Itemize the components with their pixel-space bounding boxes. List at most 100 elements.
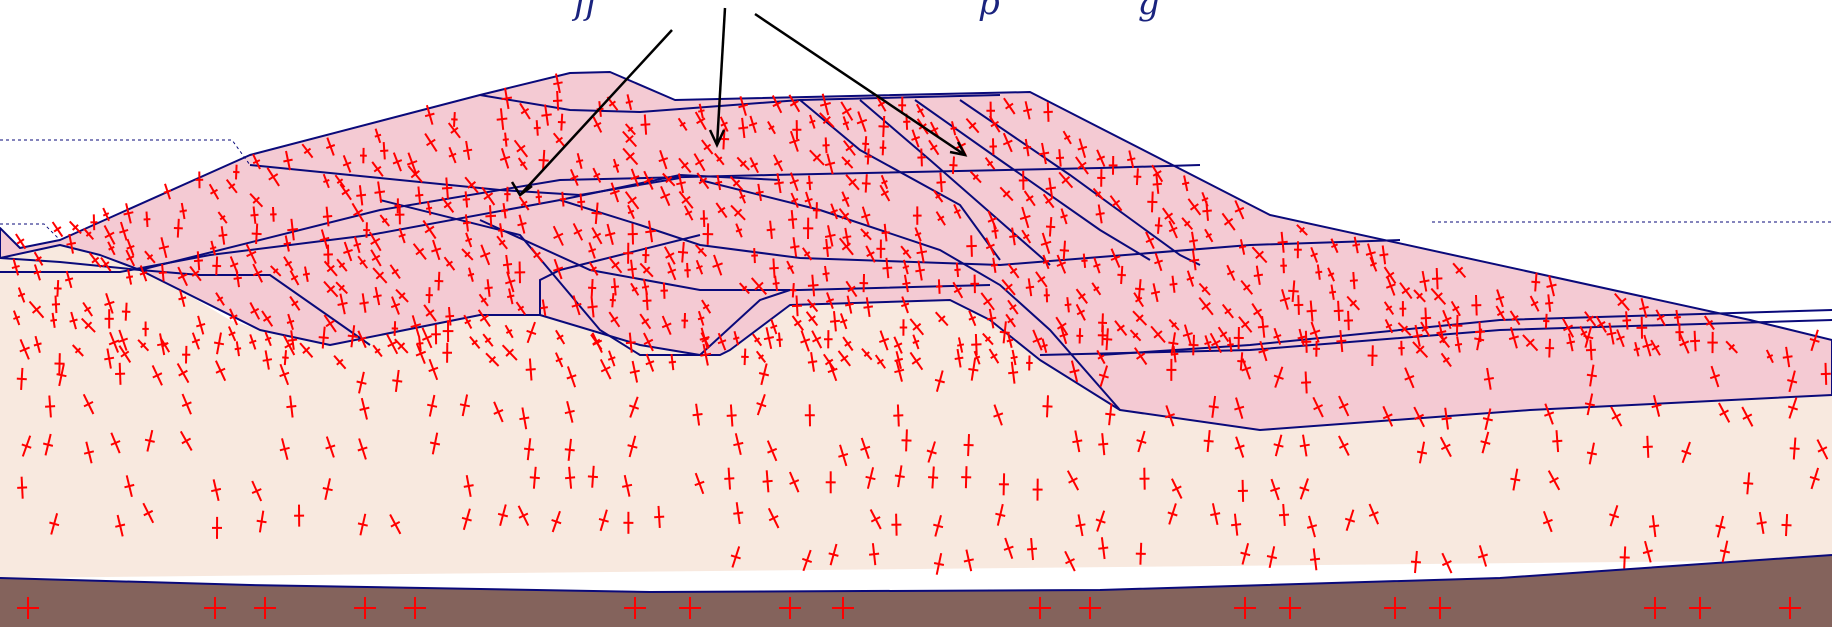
stress-marker	[882, 266, 893, 270]
stress-marker	[894, 474, 905, 478]
stress-marker	[772, 282, 780, 285]
stress-marker	[85, 231, 92, 237]
stress-marker	[1056, 322, 1067, 330]
stress-marker	[1338, 442, 1349, 449]
stress-marker	[1441, 417, 1452, 421]
stress-marker	[1530, 300, 1539, 307]
stress-marker	[1369, 262, 1377, 267]
stress-marker	[661, 322, 672, 329]
stress-marker	[31, 305, 42, 314]
stress-marker	[1095, 212, 1105, 216]
stress-marker	[845, 302, 854, 307]
stress-marker	[1368, 511, 1379, 517]
stress-marker	[462, 221, 472, 225]
stress-marker	[343, 248, 353, 254]
stress-marker	[954, 356, 964, 360]
stress-marker	[990, 263, 998, 267]
stress-marker	[870, 516, 881, 523]
stress-marker	[431, 247, 442, 253]
stress-marker	[1583, 334, 1594, 340]
stress-marker	[755, 190, 764, 194]
stress-marker	[985, 243, 995, 250]
stress-marker	[1240, 320, 1250, 329]
stress-marker	[1145, 237, 1155, 244]
stress-marker	[1208, 405, 1219, 409]
stress-marker	[1336, 339, 1347, 343]
stress-marker	[371, 254, 381, 261]
stress-marker	[1045, 225, 1056, 229]
stress-marker	[643, 177, 654, 184]
stress-marker	[790, 197, 799, 203]
stress-marker	[410, 323, 422, 329]
stress-marker	[229, 314, 238, 320]
stress-marker	[839, 318, 848, 324]
stress-marker	[318, 336, 329, 339]
stress-marker	[1414, 413, 1425, 421]
stress-marker	[726, 414, 737, 417]
stress-marker	[571, 302, 582, 308]
stress-marker	[45, 405, 56, 408]
stress-marker	[209, 246, 217, 250]
stress-marker	[139, 271, 148, 276]
stress-marker	[538, 159, 549, 162]
stress-marker	[246, 250, 257, 258]
stress-marker	[990, 120, 1000, 128]
stress-marker	[641, 285, 650, 289]
stress-marker	[791, 304, 803, 308]
arrow-middle	[715, 7, 727, 146]
stress-marker	[588, 248, 597, 253]
internal-zone-boundaries	[0, 94, 1832, 411]
stress-marker	[735, 228, 743, 233]
stress-marker	[1651, 344, 1660, 351]
stress-marker	[1136, 439, 1147, 444]
stress-marker	[264, 336, 272, 342]
stress-marker	[501, 96, 513, 101]
stress-marker	[356, 380, 367, 385]
stress-marker	[252, 196, 260, 204]
stress-marker	[1266, 555, 1278, 560]
stress-marker	[625, 134, 634, 144]
stress-marker	[556, 334, 564, 340]
stress-marker	[398, 292, 406, 300]
stress-marker	[519, 416, 530, 421]
stress-marker	[1352, 243, 1361, 247]
stress-marker	[471, 339, 478, 346]
stress-marker	[881, 231, 890, 235]
stress-marker	[902, 265, 910, 269]
stress-marker	[357, 446, 368, 452]
stress-marker	[733, 441, 744, 447]
stress-marker	[1586, 451, 1597, 456]
stress-marker	[995, 512, 1006, 517]
stress-marker	[523, 447, 535, 451]
stress-marker	[610, 316, 619, 323]
stress-marker	[1171, 321, 1177, 328]
stress-marker	[398, 233, 406, 238]
stress-marker	[1224, 308, 1232, 315]
stress-marker	[1431, 277, 1443, 280]
stress-marker	[1633, 347, 1641, 351]
stress-marker	[1068, 477, 1078, 484]
stress-marker	[767, 447, 778, 454]
stress-marker	[1743, 482, 1754, 485]
stress-marker	[770, 324, 778, 329]
stress-marker	[600, 366, 611, 373]
stress-marker	[1110, 255, 1121, 261]
stress-marker	[824, 161, 836, 167]
stress-marker	[287, 228, 299, 232]
stress-marker	[1056, 261, 1067, 267]
stress-marker	[608, 100, 617, 107]
stress-marker	[359, 259, 366, 266]
stress-marker	[356, 193, 367, 197]
stress-marker	[552, 266, 564, 272]
stress-marker	[302, 346, 311, 354]
stress-marker	[1442, 316, 1452, 323]
stress-marker	[865, 475, 876, 481]
stress-marker	[467, 181, 477, 189]
stress-marker	[425, 206, 433, 210]
stress-marker	[283, 158, 293, 163]
stress-marker	[1379, 253, 1389, 257]
stress-marker	[392, 379, 403, 383]
stress-marker	[158, 271, 167, 274]
stress-marker	[397, 342, 406, 350]
stress-marker	[1183, 220, 1191, 227]
